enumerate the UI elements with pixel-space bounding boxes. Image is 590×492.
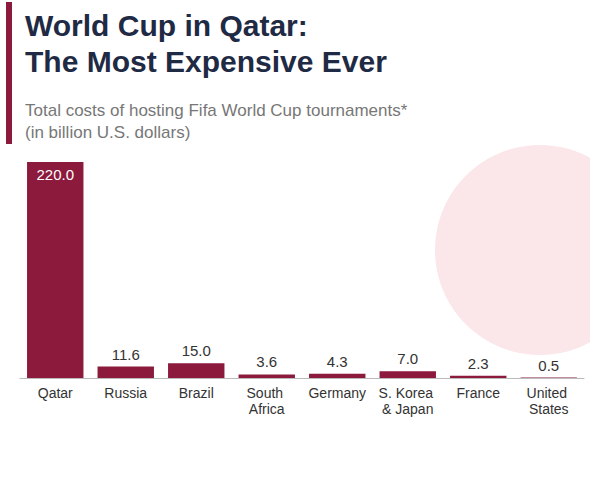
svg-text:Russia: Russia <box>104 385 147 401</box>
svg-text:United: United <box>527 385 571 401</box>
svg-text:The Most Expensive Ever: The Most Expensive Ever <box>25 45 387 78</box>
svg-text:Germany: Germany <box>308 385 366 401</box>
svg-text:2.3: 2.3 <box>468 355 489 372</box>
svg-text:& Japan: & Japan <box>382 401 433 417</box>
svg-text:Total costs of hosting Fifa Wo: Total costs of hosting Fifa World Cup to… <box>25 101 408 120</box>
svg-text:11.6: 11.6 <box>112 346 140 363</box>
svg-text:Brazil: Brazil <box>179 385 214 401</box>
svg-text:220.0: 220.0 <box>36 166 74 183</box>
svg-text:States: States <box>529 401 569 417</box>
svg-text:4.3: 4.3 <box>327 353 348 370</box>
svg-text:0.5: 0.5 <box>538 357 559 374</box>
svg-text:South: South <box>247 385 287 401</box>
svg-text:7.0: 7.0 <box>397 350 418 367</box>
svg-text:World Cup in Qatar:: World Cup in Qatar: <box>25 9 308 42</box>
svg-text:Qatar: Qatar <box>38 385 73 401</box>
svg-text:3.6: 3.6 <box>256 353 277 370</box>
svg-text:S. Korea: S. Korea <box>379 385 437 401</box>
svg-text:Africa: Africa <box>249 401 285 417</box>
svg-text:France: France <box>456 385 500 401</box>
svg-text:(in billion U.S. dollars): (in billion U.S. dollars) <box>25 123 190 142</box>
svg-text:15.0: 15.0 <box>182 342 211 359</box>
